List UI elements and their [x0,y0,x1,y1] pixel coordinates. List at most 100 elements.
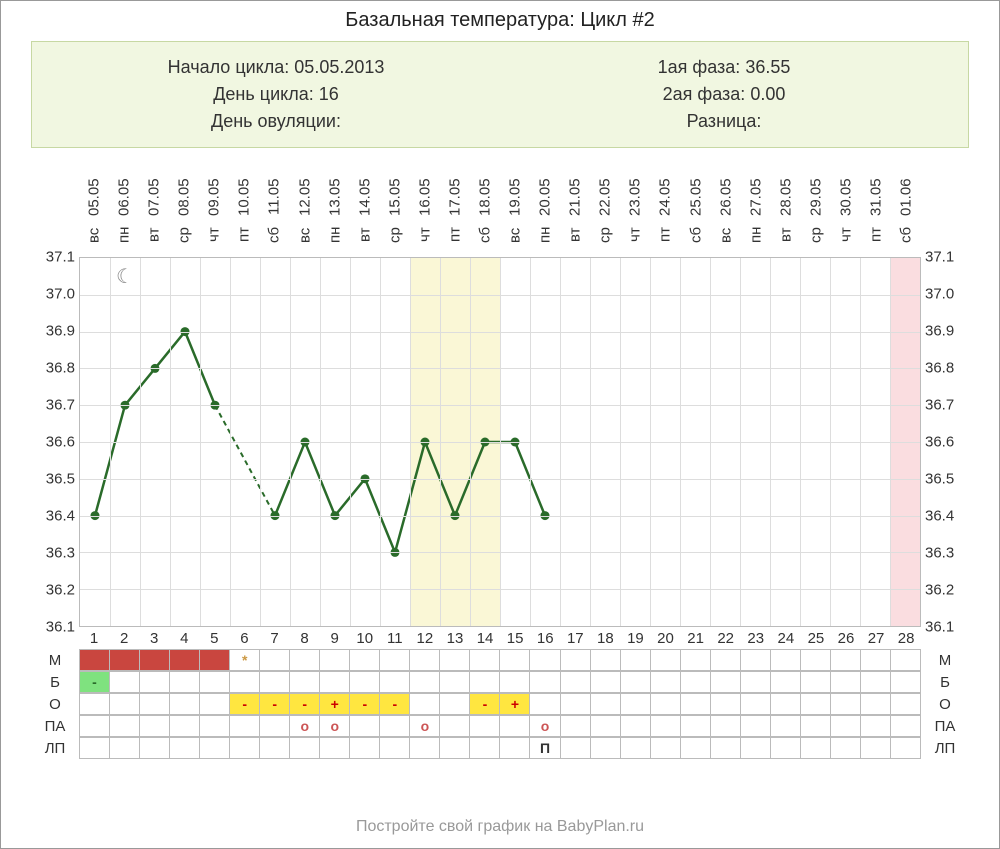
track-row: ЛП П ЛП [31,737,969,759]
track-cell: П [529,738,559,758]
ovul-label: День овуляции: [211,111,341,131]
track-cell [650,650,680,670]
track-cell [529,650,559,670]
y-tick-label: 36.7 [925,397,969,414]
track-cell [860,716,890,736]
diff-label: Разница: [687,111,762,131]
weekday-label: вт [139,223,169,247]
track-cell [860,694,890,714]
day-number: 28 [891,630,921,647]
weekday-label: вт [350,223,380,247]
track-cell [620,650,650,670]
plot-grid: ☾ [79,257,921,627]
track-cell [79,738,109,758]
track-label-left: ЛП [31,737,79,759]
track-cell [289,672,319,692]
track-cell: o [529,716,559,736]
date-label: 09.05 [199,171,229,223]
tracks-area: М*МБ-БО---+---+ОПАooooПАЛППЛП [31,649,969,759]
date-label: 23.05 [620,171,650,223]
track-cell [620,694,650,714]
weekday-label: вс [500,223,530,247]
day-number: 23 [741,630,771,647]
track-label-left: Б [31,671,79,693]
track-cell: - [229,694,259,714]
day-number: 15 [500,630,530,647]
track-cell [770,672,800,692]
track-cell [109,738,139,758]
track-row: М*М [31,649,969,671]
track-cell: * [229,650,259,670]
day-number: 9 [320,630,350,647]
dates-row: 05.0506.0507.0508.0509.0510.0511.0512.05… [79,171,921,223]
track-cell [169,694,199,714]
track-cell [199,716,229,736]
date-label: 30.05 [831,171,861,223]
date-label: 24.05 [650,171,680,223]
track-cell [349,672,379,692]
date-label: 18.05 [470,171,500,223]
day-number: 11 [380,630,410,647]
track-cell [770,716,800,736]
y-tick-label: 36.1 [31,619,75,636]
track-label-left: ПА [31,715,79,737]
track-cell [890,650,921,670]
track-cell: - [289,694,319,714]
track-cell [379,716,409,736]
footer-text: Постройте свой график на BabyPlan.ru [1,818,999,836]
track-cell [319,738,349,758]
weekday-label: ср [801,223,831,247]
y-tick-label: 36.9 [31,323,75,340]
track-label-right: ПА [921,715,969,737]
track-cell [109,694,139,714]
track-cell [109,650,139,670]
track-cell [469,738,499,758]
day-number: 2 [109,630,139,647]
track-cell [800,672,830,692]
track-cell [379,738,409,758]
track-cell [620,738,650,758]
track-cell [169,716,199,736]
phase2-label: 2ая фаза: [663,84,746,104]
track-cell [830,716,860,736]
date-label: 16.05 [410,171,440,223]
chart-area: 05.0506.0507.0508.0509.0510.0511.0512.05… [31,171,969,759]
track-cell [680,650,710,670]
weekday-label: вс [290,223,320,247]
track-label-right: ЛП [921,737,969,759]
track-cell [650,716,680,736]
track-cell [169,738,199,758]
day-number: 1 [79,630,109,647]
track-cell [349,738,379,758]
y-tick-label: 37.1 [925,249,969,266]
y-tick-label: 36.5 [31,471,75,488]
date-label: 21.05 [560,171,590,223]
date-label: 17.05 [440,171,470,223]
track-cell [830,694,860,714]
phase2-value: 0.00 [750,84,785,104]
track-cell [590,672,620,692]
date-label: 25.05 [681,171,711,223]
track-cell [259,738,289,758]
track-cell [319,650,349,670]
weekday-label: ср [380,223,410,247]
track-cell [229,716,259,736]
date-label: 06.05 [109,171,139,223]
track-cell [79,694,109,714]
track-cell [109,672,139,692]
track-cell [770,650,800,670]
phase1-label: 1ая фаза: [658,57,741,77]
track-cell [890,672,921,692]
track-cell: o [319,716,349,736]
track-cell [259,650,289,670]
track-cell [409,650,439,670]
track-cell: + [319,694,349,714]
track-label-right: О [921,693,969,715]
track-cell: - [379,694,409,714]
date-label: 01.06 [891,171,921,223]
track-cell [139,694,169,714]
weekday-label: чт [620,223,650,247]
track-cell [229,672,259,692]
track-cell [529,694,559,714]
weekday-label: ср [590,223,620,247]
